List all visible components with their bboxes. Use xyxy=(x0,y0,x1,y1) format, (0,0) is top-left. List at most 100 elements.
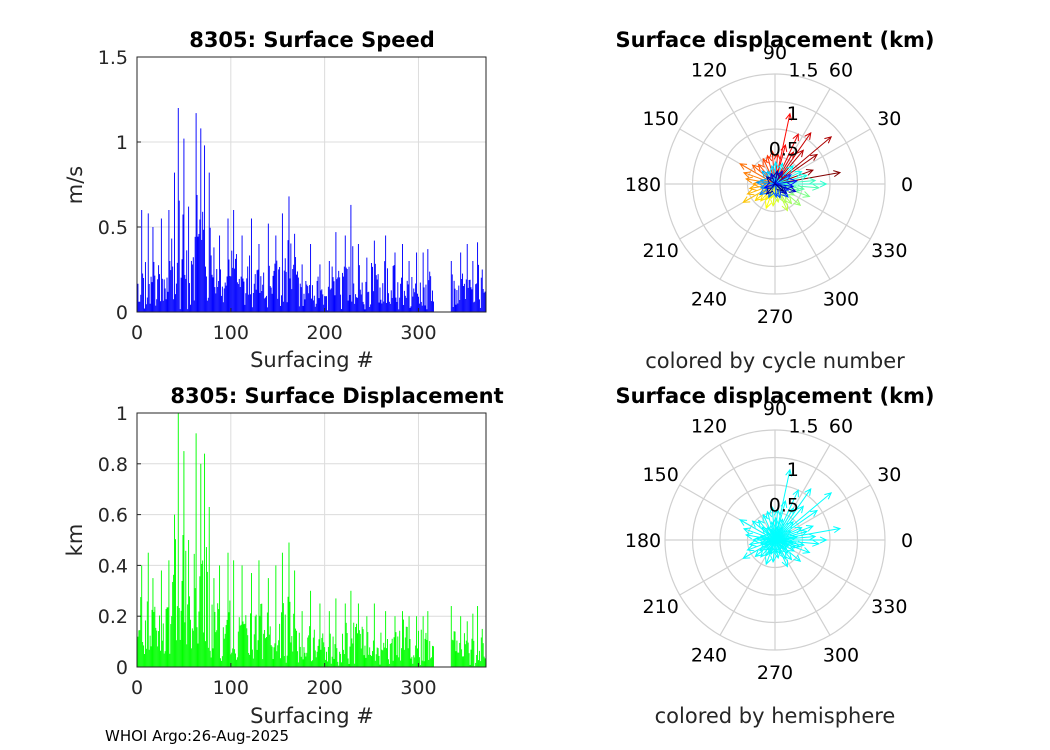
bar xyxy=(170,624,172,667)
displacement-arrow xyxy=(765,183,776,195)
bar xyxy=(158,631,160,667)
bar xyxy=(172,581,174,667)
bar xyxy=(241,235,243,312)
bar xyxy=(192,630,194,667)
bar xyxy=(147,552,149,667)
bar xyxy=(275,565,277,667)
arrow-head xyxy=(769,149,777,158)
displacement-arrow xyxy=(774,182,795,190)
bar xyxy=(313,629,315,667)
bar xyxy=(140,294,142,312)
bar xyxy=(362,629,364,667)
speed-ticks: 0 100 200 300 0 0.5 1 1.5 xyxy=(98,47,437,344)
bar xyxy=(238,278,240,312)
x-tick-label: 100 xyxy=(213,677,249,699)
bar xyxy=(400,283,402,312)
bar xyxy=(453,631,455,667)
bar xyxy=(184,274,186,312)
bar xyxy=(337,661,339,667)
polar-radius-label: 1 xyxy=(787,459,799,481)
polar-angle-label: 300 xyxy=(823,288,859,310)
speed-plot-area xyxy=(137,57,486,312)
arrow-head xyxy=(751,520,760,528)
arrow-head xyxy=(759,538,768,546)
bar xyxy=(182,214,184,312)
bar xyxy=(200,128,202,312)
arrow-head xyxy=(786,182,795,190)
bar xyxy=(167,291,169,312)
polar-angle-label: 180 xyxy=(625,174,661,196)
bar xyxy=(334,295,336,312)
bar xyxy=(187,604,189,667)
bar xyxy=(482,289,484,312)
bar xyxy=(355,626,357,667)
bar xyxy=(231,250,233,312)
bar xyxy=(240,624,242,667)
bar xyxy=(273,647,275,667)
bar xyxy=(190,260,192,312)
bar xyxy=(141,210,143,312)
bar xyxy=(410,306,412,312)
arrow-head xyxy=(824,136,833,144)
bar xyxy=(354,663,356,667)
bar xyxy=(420,629,422,667)
arrow-shaft xyxy=(774,169,814,185)
arrow-head xyxy=(744,176,753,184)
bar xyxy=(472,613,474,667)
bar xyxy=(236,657,238,667)
displacement-arrow xyxy=(739,519,776,541)
bar xyxy=(295,257,297,312)
arrow-head xyxy=(824,492,833,500)
bar xyxy=(409,307,411,312)
bar xyxy=(361,626,363,667)
bar xyxy=(426,309,428,312)
bar xyxy=(261,291,263,312)
bar xyxy=(188,206,190,312)
displacement-arrow xyxy=(770,183,778,208)
bar xyxy=(330,663,332,667)
bar xyxy=(480,277,482,312)
bar xyxy=(316,280,318,312)
bar xyxy=(393,265,395,312)
bar xyxy=(401,277,403,312)
bar xyxy=(162,623,164,667)
bar xyxy=(203,632,205,667)
bar xyxy=(432,301,434,312)
bar xyxy=(310,590,312,667)
arrow-head xyxy=(739,163,748,170)
arrow-shaft xyxy=(774,536,797,541)
bar xyxy=(420,301,422,312)
bar xyxy=(188,540,190,667)
arrow-shaft xyxy=(766,539,776,551)
bar xyxy=(349,646,351,667)
bar xyxy=(416,616,418,667)
bar xyxy=(378,655,380,667)
bar xyxy=(344,603,346,667)
bar xyxy=(454,288,456,312)
arrow-head xyxy=(794,527,803,534)
bar xyxy=(412,663,414,667)
bar xyxy=(410,658,412,667)
bar xyxy=(275,235,277,312)
bar xyxy=(181,259,183,312)
bar xyxy=(305,656,307,667)
bar xyxy=(182,535,184,667)
bar xyxy=(214,611,216,667)
arrow-head xyxy=(802,547,811,554)
bar xyxy=(361,282,363,312)
bar xyxy=(243,281,245,312)
bar xyxy=(282,301,284,312)
bar xyxy=(402,619,404,667)
arrow-head xyxy=(757,163,766,172)
bar xyxy=(201,563,203,667)
arrow-head xyxy=(794,171,803,178)
bar xyxy=(159,615,160,667)
bar xyxy=(402,611,403,667)
bar xyxy=(351,301,353,312)
displacement-arrow xyxy=(774,539,785,548)
bar xyxy=(164,288,166,312)
bar xyxy=(333,658,335,667)
bar xyxy=(144,308,145,312)
bar xyxy=(322,633,324,667)
polar-angle-label: 120 xyxy=(691,60,727,82)
